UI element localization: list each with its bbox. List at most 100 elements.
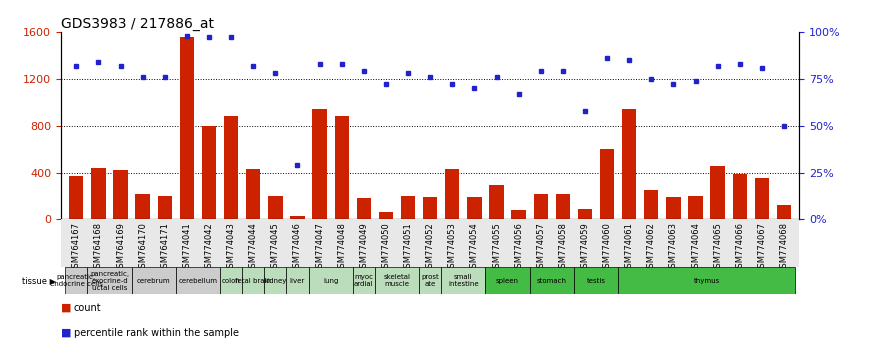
- Text: pancreatic,
endocrine cells: pancreatic, endocrine cells: [50, 274, 103, 287]
- Bar: [353, 267, 375, 294]
- Bar: [667, 197, 680, 219]
- Text: GSM774066: GSM774066: [735, 222, 744, 273]
- Bar: [136, 194, 149, 219]
- Text: GSM774046: GSM774046: [293, 222, 302, 273]
- Bar: [423, 197, 437, 219]
- Bar: [224, 116, 238, 219]
- Text: cerebellum: cerebellum: [178, 278, 217, 284]
- Bar: [308, 267, 353, 294]
- Bar: [312, 109, 327, 219]
- Text: GSM774053: GSM774053: [448, 222, 457, 273]
- Text: GSM774042: GSM774042: [204, 222, 214, 273]
- Bar: [180, 36, 194, 219]
- Bar: [419, 267, 441, 294]
- Text: GSM774057: GSM774057: [536, 222, 545, 273]
- Bar: [530, 267, 574, 294]
- Text: small
intestine: small intestine: [448, 274, 479, 287]
- Text: fetal brain: fetal brain: [235, 278, 271, 284]
- Text: GSM774065: GSM774065: [713, 222, 722, 273]
- Bar: [711, 166, 725, 219]
- Bar: [379, 212, 393, 219]
- Bar: [264, 267, 287, 294]
- Bar: [574, 267, 618, 294]
- Text: colon: colon: [222, 278, 241, 284]
- Bar: [157, 196, 172, 219]
- Bar: [70, 176, 83, 219]
- Bar: [688, 196, 703, 219]
- Text: GSM774044: GSM774044: [249, 222, 258, 273]
- Bar: [445, 169, 460, 219]
- Bar: [578, 209, 592, 219]
- Text: GSM774058: GSM774058: [559, 222, 567, 273]
- Bar: [176, 267, 220, 294]
- Bar: [401, 196, 415, 219]
- Text: GSM764170: GSM764170: [138, 222, 147, 273]
- Text: GSM764168: GSM764168: [94, 222, 103, 273]
- Text: GSM774061: GSM774061: [625, 222, 634, 273]
- Text: ■: ■: [61, 328, 71, 338]
- Bar: [290, 216, 305, 219]
- Bar: [486, 267, 530, 294]
- Text: GSM774063: GSM774063: [669, 222, 678, 273]
- Text: liver: liver: [290, 278, 305, 284]
- Bar: [246, 169, 261, 219]
- Bar: [220, 267, 242, 294]
- Text: kidney: kidney: [263, 278, 287, 284]
- Bar: [555, 194, 570, 219]
- Text: cerebrum: cerebrum: [137, 278, 170, 284]
- Bar: [242, 267, 264, 294]
- Bar: [534, 194, 548, 219]
- Bar: [88, 267, 131, 294]
- Text: GSM774059: GSM774059: [580, 222, 589, 273]
- Text: GSM774067: GSM774067: [758, 222, 766, 273]
- Text: GSM764171: GSM764171: [160, 222, 169, 273]
- Bar: [777, 205, 791, 219]
- Text: testis: testis: [587, 278, 606, 284]
- Text: GSM774047: GSM774047: [315, 222, 324, 273]
- Bar: [269, 196, 282, 219]
- Text: myoc
ardial: myoc ardial: [354, 274, 374, 287]
- Text: thymus: thymus: [693, 278, 720, 284]
- Text: tissue ▶: tissue ▶: [23, 276, 56, 285]
- Text: GDS3983 / 217886_at: GDS3983 / 217886_at: [61, 17, 214, 31]
- Text: GSM774064: GSM774064: [691, 222, 700, 273]
- Text: spleen: spleen: [496, 278, 519, 284]
- Bar: [375, 267, 419, 294]
- Bar: [91, 168, 106, 219]
- Text: GSM774043: GSM774043: [227, 222, 235, 273]
- Bar: [754, 178, 769, 219]
- Text: pancreatic,
exocrine-d
uctal cells: pancreatic, exocrine-d uctal cells: [90, 270, 129, 291]
- Bar: [733, 174, 747, 219]
- Text: GSM774055: GSM774055: [492, 222, 501, 273]
- Bar: [600, 149, 614, 219]
- Bar: [468, 197, 481, 219]
- Bar: [335, 116, 348, 219]
- Text: GSM774045: GSM774045: [271, 222, 280, 273]
- Bar: [441, 267, 486, 294]
- Text: GSM774048: GSM774048: [337, 222, 346, 273]
- Text: percentile rank within the sample: percentile rank within the sample: [74, 328, 239, 338]
- Bar: [618, 267, 795, 294]
- Bar: [202, 126, 216, 219]
- Text: GSM764169: GSM764169: [116, 222, 125, 273]
- Bar: [644, 190, 659, 219]
- Bar: [131, 267, 176, 294]
- Text: GSM774049: GSM774049: [359, 222, 368, 273]
- Text: GSM774060: GSM774060: [602, 222, 612, 273]
- Bar: [287, 267, 308, 294]
- Text: GSM764167: GSM764167: [72, 222, 81, 273]
- Text: GSM774056: GSM774056: [514, 222, 523, 273]
- Text: GSM774062: GSM774062: [647, 222, 656, 273]
- Text: prost
ate: prost ate: [421, 274, 439, 287]
- Text: GSM774054: GSM774054: [470, 222, 479, 273]
- Text: GSM774050: GSM774050: [381, 222, 390, 273]
- Bar: [512, 210, 526, 219]
- Text: ■: ■: [61, 303, 71, 313]
- Text: GSM774068: GSM774068: [779, 222, 788, 273]
- Bar: [113, 170, 128, 219]
- Text: skeletal
muscle: skeletal muscle: [383, 274, 410, 287]
- Text: count: count: [74, 303, 102, 313]
- Text: GSM774052: GSM774052: [426, 222, 434, 273]
- Text: stomach: stomach: [537, 278, 567, 284]
- Bar: [622, 109, 636, 219]
